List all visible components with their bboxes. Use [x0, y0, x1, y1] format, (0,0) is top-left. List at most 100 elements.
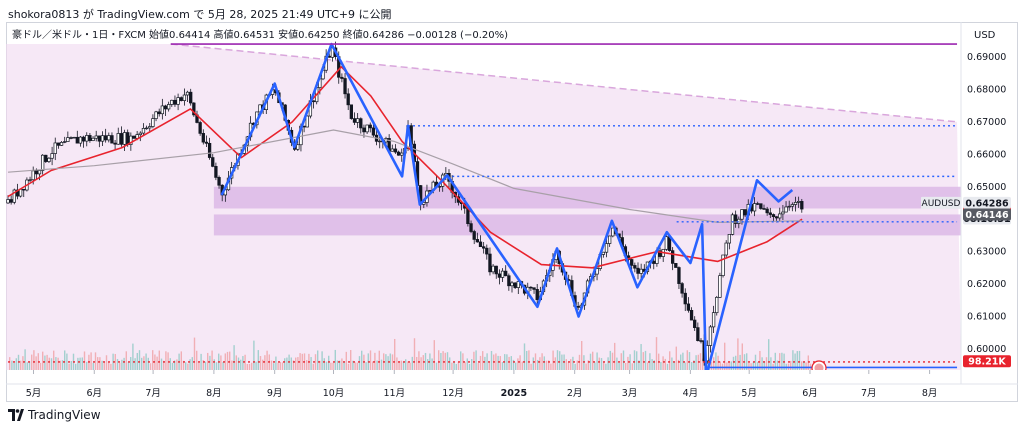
volume-bar: [642, 352, 644, 370]
candle: [129, 135, 133, 145]
volume-bar: [125, 351, 127, 370]
candle: [154, 111, 158, 119]
candle: [119, 133, 124, 145]
volume-bar: [339, 360, 341, 370]
volume-bar: [416, 356, 418, 370]
volume-bar: [46, 354, 48, 370]
volume-bar: [319, 360, 321, 370]
volume-bar: [446, 352, 449, 370]
symbol-tag: [921, 196, 961, 209]
volume-bar: [473, 351, 475, 370]
volume-bar: [765, 357, 768, 370]
candle: [207, 142, 212, 158]
volume-bar: [156, 356, 158, 370]
price-chart[interactable]: 豪ドル／米ドル・1日・FXCM 始値0.64414 高値0.64531 安値0.…: [6, 22, 1018, 402]
volume-bar: [770, 357, 772, 370]
lower-zone-tag: [963, 208, 1011, 221]
volume-bar: [361, 350, 363, 370]
candle: [532, 287, 536, 290]
volume-bar: [790, 360, 792, 370]
volume-bar: [231, 360, 233, 370]
last-price-tag-label: 0.64286: [965, 198, 1009, 209]
volume-bar: [253, 340, 255, 370]
volume-bar: [330, 362, 332, 370]
lower-zone-tag-label: 0.64146: [965, 210, 1009, 221]
candle: [721, 254, 725, 276]
candle: [475, 239, 479, 243]
y-tick-label: 0.60000: [967, 344, 1006, 355]
volume-bar: [224, 353, 226, 370]
volume-bar: [165, 351, 167, 370]
volume-bar: [345, 351, 347, 370]
long-ma-line: [7, 129, 803, 223]
volume-bar: [523, 343, 526, 370]
volume-bar: [528, 350, 530, 370]
volume-bar: [97, 357, 99, 370]
volume-bar: [695, 355, 697, 370]
volume-bar: [669, 351, 671, 370]
volume-bar: [312, 363, 314, 370]
volume-bar: [774, 352, 776, 370]
volume-bar: [149, 363, 152, 370]
candle: [693, 319, 697, 328]
candle: [157, 111, 161, 115]
volume-bar: [332, 362, 334, 370]
volume-bar: [31, 354, 33, 370]
volume-bar: [169, 358, 171, 370]
volume-bar: [187, 363, 189, 370]
candle: [34, 170, 38, 175]
volume-bar: [693, 360, 695, 370]
volume-bar: [594, 362, 596, 370]
volume-bar: [193, 337, 196, 370]
volume-bar: [147, 357, 149, 370]
candle: [69, 137, 73, 139]
volume-bar: [431, 358, 433, 370]
candle: [59, 142, 64, 146]
volume-bar: [39, 362, 42, 370]
candle: [482, 246, 486, 249]
candle: [126, 132, 130, 145]
candle: [793, 202, 798, 205]
candle: [768, 212, 772, 215]
plot-area: [6, 41, 961, 370]
candle: [743, 209, 747, 216]
volume-bar: [495, 353, 497, 370]
volume-bar: [622, 350, 625, 370]
x-tick-label: 2025: [501, 388, 527, 399]
candle: [472, 231, 476, 240]
candle: [198, 122, 202, 134]
candle: [664, 236, 668, 250]
x-tick-label: 6月: [802, 388, 818, 399]
candle: [91, 137, 95, 141]
candle: [762, 208, 766, 210]
candle: [601, 251, 605, 255]
candle: [595, 268, 599, 275]
x-tick-label: 4月: [683, 388, 699, 399]
volume-bar: [453, 362, 455, 370]
volume-bar: [22, 356, 24, 370]
candle: [349, 104, 353, 119]
volume-bar: [585, 363, 587, 370]
candle: [116, 133, 120, 145]
volume-bar: [61, 360, 64, 370]
volume-bar: [713, 357, 715, 370]
volume-bar: [185, 362, 187, 370]
candle: [740, 209, 744, 220]
volume-bar: [671, 357, 673, 370]
volume-bar: [801, 361, 803, 370]
volume-bar: [262, 359, 264, 370]
volume-bar: [776, 360, 779, 370]
candle: [75, 136, 79, 144]
candle: [22, 188, 26, 191]
volume-bar: [567, 362, 570, 370]
candle: [680, 283, 684, 294]
volume-bar: [490, 350, 493, 370]
volume-bar: [325, 361, 328, 370]
volume-bar: [746, 353, 748, 370]
volume-bar: [226, 351, 229, 370]
volume-bar: [116, 358, 119, 370]
volume-bar: [90, 352, 92, 370]
volume-bar: [545, 360, 548, 370]
volume-bar: [176, 359, 178, 370]
volume-bar: [391, 354, 394, 370]
